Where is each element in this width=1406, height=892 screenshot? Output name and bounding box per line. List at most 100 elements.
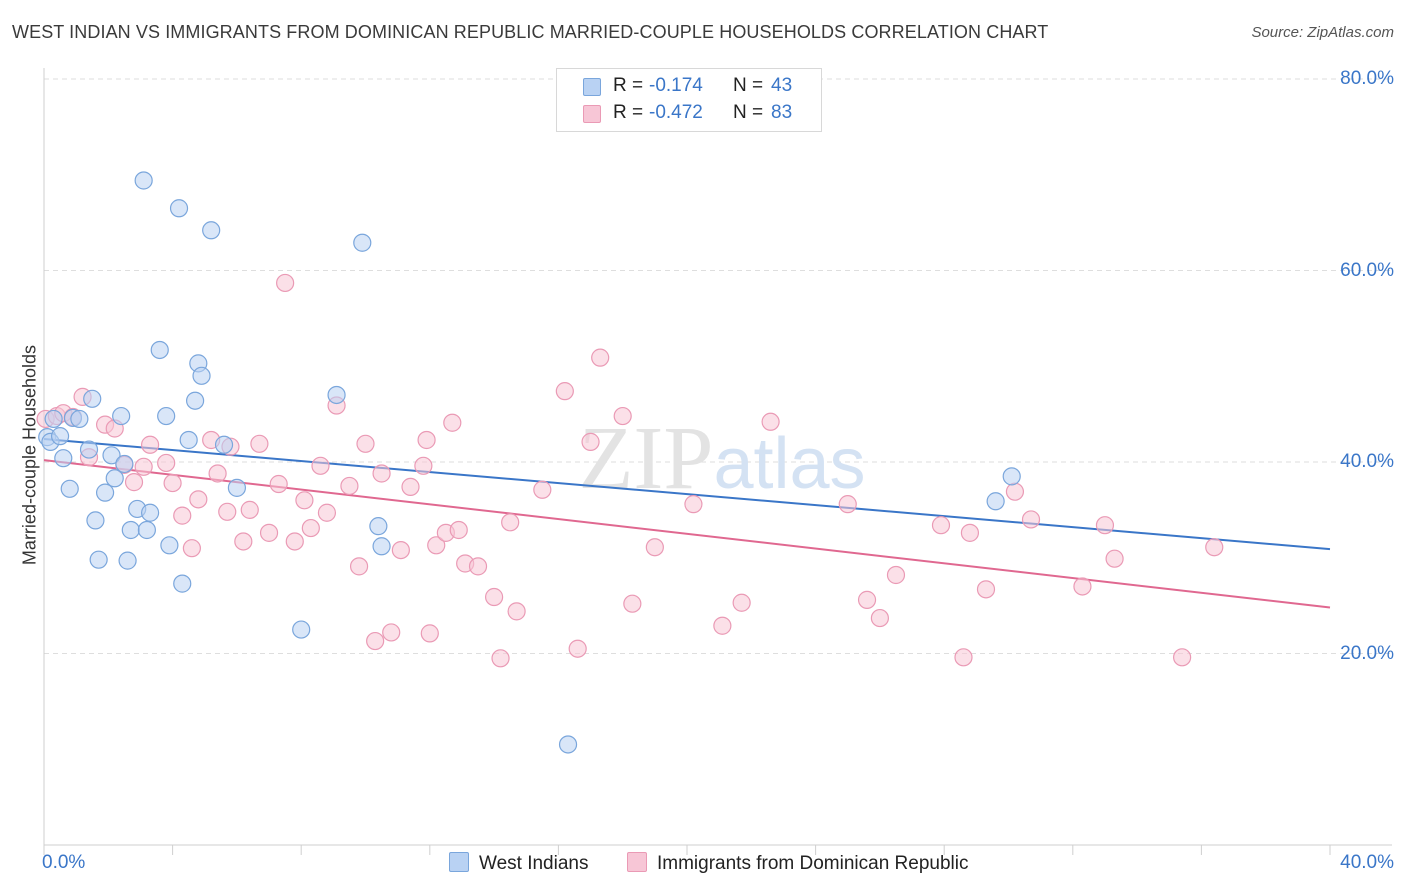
point-west-indians[interactable] xyxy=(134,171,153,190)
point-dominican[interactable] xyxy=(857,590,877,609)
point-dominican[interactable] xyxy=(568,639,587,658)
point-west-indians[interactable] xyxy=(140,503,160,522)
point-dominican[interactable] xyxy=(623,594,642,613)
point-dominican[interactable] xyxy=(870,608,890,628)
point-dominican[interactable] xyxy=(134,457,153,476)
point-dominican[interactable] xyxy=(838,495,857,514)
point-dominican[interactable] xyxy=(1005,482,1025,501)
point-dominican[interactable] xyxy=(533,480,552,499)
point-dominican[interactable] xyxy=(414,456,433,475)
point-dominican[interactable] xyxy=(976,580,996,599)
point-west-indians[interactable] xyxy=(102,446,121,465)
point-dominican[interactable] xyxy=(1173,648,1192,667)
point-dominican[interactable] xyxy=(1105,549,1124,568)
point-west-indians[interactable] xyxy=(50,427,70,446)
point-west-indians[interactable] xyxy=(372,537,391,556)
point-dominican[interactable] xyxy=(285,532,304,551)
point-dominican[interactable] xyxy=(182,539,201,558)
point-dominican[interactable] xyxy=(269,474,288,494)
point-dominican[interactable] xyxy=(427,536,446,555)
point-west-indians[interactable] xyxy=(137,520,156,540)
point-dominican[interactable] xyxy=(449,520,468,540)
point-dominican[interactable] xyxy=(581,432,600,451)
point-west-indians[interactable] xyxy=(292,620,311,639)
point-dominican[interactable] xyxy=(501,513,520,532)
point-dominican[interactable] xyxy=(468,557,488,576)
point-dominican[interactable] xyxy=(382,623,401,642)
point-west-indians[interactable] xyxy=(558,735,578,754)
point-dominican[interactable] xyxy=(250,434,269,453)
point-dominican[interactable] xyxy=(189,490,208,509)
legend-item-dominican[interactable]: Immigrants from Dominican Republic xyxy=(627,852,969,875)
point-dominican[interactable] xyxy=(317,503,337,522)
point-west-indians[interactable] xyxy=(60,479,79,498)
point-west-indians[interactable] xyxy=(1002,467,1021,486)
point-dominican[interactable] xyxy=(886,565,906,585)
point-west-indians[interactable] xyxy=(118,551,137,570)
point-dominican[interactable] xyxy=(954,648,973,667)
point-west-indians[interactable] xyxy=(105,469,124,488)
point-dominican[interactable] xyxy=(713,616,732,635)
point-west-indians[interactable] xyxy=(86,511,105,530)
point-dominican[interactable] xyxy=(591,348,610,367)
point-west-indians[interactable] xyxy=(327,385,346,405)
point-west-indians[interactable] xyxy=(54,449,73,468)
point-dominican[interactable] xyxy=(507,602,526,621)
point-dominican[interactable] xyxy=(311,456,330,475)
point-west-indians[interactable] xyxy=(112,406,131,426)
point-dominican[interactable] xyxy=(443,413,462,432)
point-west-indians[interactable] xyxy=(150,340,169,360)
point-dominican[interactable] xyxy=(276,273,295,293)
point-dominican[interactable] xyxy=(401,477,420,496)
point-west-indians[interactable] xyxy=(89,550,108,569)
point-dominican[interactable] xyxy=(301,518,320,538)
point-west-indians[interactable] xyxy=(95,483,115,502)
point-dominican[interactable] xyxy=(124,473,144,492)
point-dominican[interactable] xyxy=(157,453,176,473)
point-west-indians[interactable] xyxy=(214,435,234,454)
point-dominican[interactable] xyxy=(349,557,369,576)
point-west-indians[interactable] xyxy=(173,574,192,593)
point-dominican[interactable] xyxy=(240,500,259,519)
point-dominican[interactable] xyxy=(234,532,253,551)
point-dominican[interactable] xyxy=(491,649,510,668)
point-dominican[interactable] xyxy=(555,382,574,401)
point-dominican[interactable] xyxy=(372,464,391,483)
point-west-indians[interactable] xyxy=(353,233,372,252)
point-west-indians[interactable] xyxy=(121,520,140,540)
legend-item-west-indians[interactable]: West Indians xyxy=(449,852,588,875)
point-west-indians[interactable] xyxy=(169,199,189,218)
point-dominican[interactable] xyxy=(218,502,237,521)
point-west-indians[interactable] xyxy=(202,221,221,240)
point-dominican[interactable] xyxy=(485,587,504,607)
point-dominican[interactable] xyxy=(1021,510,1041,529)
point-west-indians[interactable] xyxy=(179,430,198,450)
point-dominican[interactable] xyxy=(173,506,192,525)
point-west-indians[interactable] xyxy=(83,389,102,408)
point-dominican[interactable] xyxy=(340,476,359,496)
point-west-indians[interactable] xyxy=(70,409,89,429)
point-dominican[interactable] xyxy=(684,495,703,514)
point-dominican[interactable] xyxy=(208,464,227,483)
point-west-indians[interactable] xyxy=(160,536,179,555)
point-dominican[interactable] xyxy=(960,523,980,542)
point-dominican[interactable] xyxy=(295,491,314,510)
point-dominican[interactable] xyxy=(645,538,664,557)
point-dominican[interactable] xyxy=(163,473,182,493)
point-dominican[interactable] xyxy=(1205,538,1224,557)
point-dominican[interactable] xyxy=(761,412,780,431)
point-dominican[interactable] xyxy=(732,593,751,612)
point-west-indians[interactable] xyxy=(192,366,211,385)
point-west-indians[interactable] xyxy=(157,406,176,426)
point-dominican[interactable] xyxy=(356,434,375,453)
point-dominican[interactable] xyxy=(259,523,279,542)
point-west-indians[interactable] xyxy=(186,391,205,410)
point-west-indians[interactable] xyxy=(986,492,1005,511)
point-dominican[interactable] xyxy=(1073,577,1092,596)
point-dominican[interactable] xyxy=(391,540,410,560)
point-west-indians[interactable] xyxy=(227,478,246,497)
point-dominican[interactable] xyxy=(420,624,439,643)
point-west-indians[interactable] xyxy=(369,517,388,536)
point-dominican[interactable] xyxy=(140,435,160,454)
point-dominican[interactable] xyxy=(417,430,436,450)
